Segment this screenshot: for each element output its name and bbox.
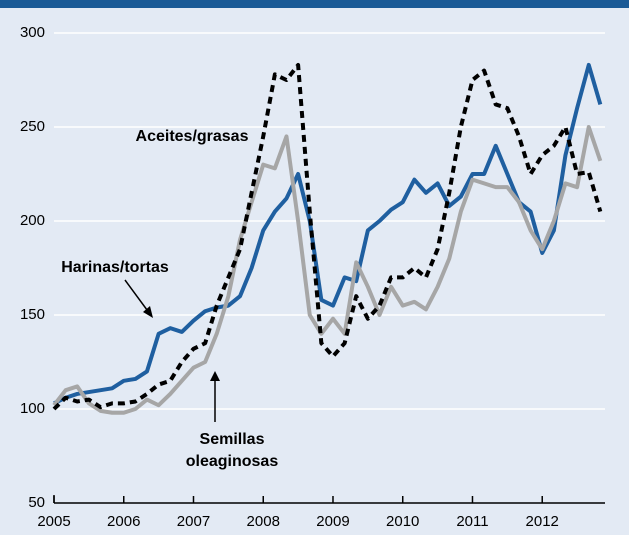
header-strip (0, 0, 629, 8)
series-line (52, 62, 603, 411)
y-tick-label: 50 (28, 494, 45, 511)
series-line (53, 62, 603, 406)
x-tick-label: 2008 (247, 513, 280, 530)
x-tick-label: 2012 (526, 513, 559, 530)
y-tick-label: 300 (20, 24, 45, 41)
label-line: oleaginosas (186, 453, 279, 470)
x-tick-label: 2007 (177, 513, 210, 530)
x-tick-label: 2009 (316, 513, 349, 530)
labels: 50 100 150 200 250 300 2005 2006 2007 2008 2009 201… (20, 24, 559, 530)
x-tick-label: 2011 (456, 513, 488, 530)
series-line (52, 125, 603, 415)
series-label: Harinas/tortas (61, 259, 169, 276)
x-tick-label: 2006 (107, 513, 140, 530)
y-tick-label: 200 (20, 212, 45, 229)
x-tick-label: 2005 (37, 513, 70, 530)
grid (53, 32, 605, 504)
arrow-harinas (124, 279, 151, 315)
lines (52, 62, 603, 415)
y-tick-label: 250 (20, 118, 45, 135)
arrow-head (210, 371, 220, 381)
y-tick-label: 100 (20, 400, 45, 417)
y-tick-label: 150 (20, 306, 45, 323)
series-label: Aceites/grasas (136, 128, 249, 145)
series-label: Semillas oleaginosas (186, 431, 279, 470)
x-tick-label: 2010 (386, 513, 419, 530)
label-line: Semillas (200, 431, 265, 448)
arrow-head (143, 306, 153, 318)
